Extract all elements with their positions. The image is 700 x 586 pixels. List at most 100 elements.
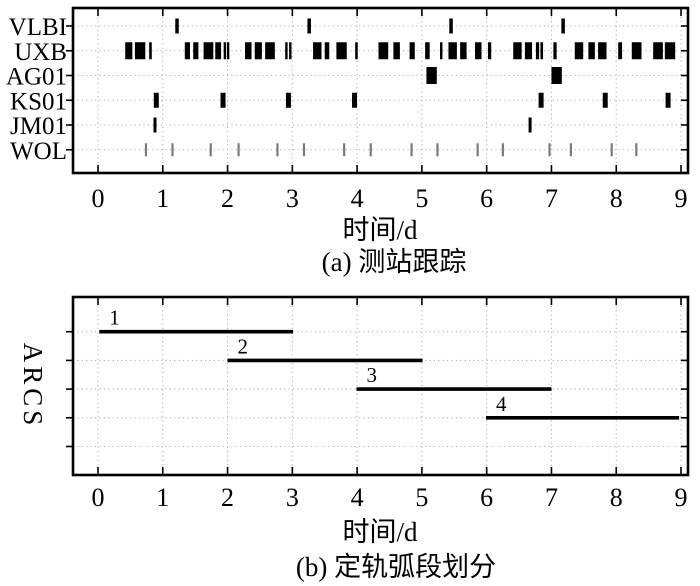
jm01-mark (528, 117, 532, 133)
uxb-mark (618, 42, 623, 60)
wol-mark (369, 143, 372, 157)
uxb-mark (574, 42, 584, 60)
wol-mark (635, 143, 638, 157)
xtick-label: 0 (92, 483, 105, 512)
uxb-mark (664, 42, 676, 60)
uxb-mark (265, 42, 275, 60)
uxb-mark (193, 42, 199, 60)
ks01-mark (285, 92, 291, 108)
panel-b-axes (66, 295, 690, 477)
uxb-mark (524, 42, 533, 60)
xtick-label: 3 (286, 184, 299, 213)
xtick-label: 1 (156, 483, 169, 512)
axes-box (71, 295, 690, 477)
panel-a-xlabel: 时间/d (342, 215, 418, 245)
uxb-mark (184, 42, 190, 60)
uxb-mark (378, 42, 389, 60)
xtick-label: 9 (675, 184, 688, 213)
vlbi-mark (175, 18, 179, 34)
xtick-label: 6 (480, 483, 493, 512)
uxb-mark (409, 42, 415, 60)
uxb-mark (440, 42, 443, 60)
uxb-mark (336, 42, 347, 60)
uxb-mark (460, 42, 467, 60)
wol-mark (569, 143, 572, 157)
panel-a-xtick-labels: 0 1 2 3 4 5 6 7 8 9 (92, 184, 688, 213)
uxb-mark (631, 42, 642, 60)
uxb-mark (598, 42, 607, 60)
uxb-mark (285, 42, 288, 60)
xtick-label: 6 (480, 184, 493, 213)
xtick-label: 7 (545, 483, 558, 512)
station-label-jm01: JM01 (10, 113, 67, 140)
uxb-mark (448, 42, 457, 60)
ks01-mark (602, 92, 608, 108)
wol-mark (548, 143, 551, 157)
xtick-label: 1 (156, 184, 169, 213)
arc-segment-label-3: 3 (366, 363, 377, 387)
uxb-mark (487, 42, 492, 60)
arc-segment-label-1: 1 (109, 306, 120, 330)
wol-mark (302, 143, 306, 157)
xtick-label: 5 (415, 483, 428, 512)
vlbi-mark (561, 18, 565, 34)
uxb-mark (313, 42, 322, 60)
ks01-mark (352, 92, 358, 108)
wol-mark (171, 143, 174, 157)
xtick-label: 2 (221, 184, 234, 213)
station-label-ks01: KS01 (10, 88, 67, 115)
uxb-mark (653, 42, 663, 60)
wol-mark (410, 143, 413, 157)
ks01-mark (538, 92, 544, 108)
uxb-mark (125, 42, 133, 60)
panel-b-xtick-labels: 0 1 2 3 4 5 6 7 8 9 (92, 483, 688, 512)
xtick-label: 3 (286, 483, 299, 512)
uxb-mark (203, 42, 214, 60)
wol-mark (144, 143, 148, 157)
ks01-mark (153, 92, 159, 108)
panel-b-xlabel: 时间/d (342, 517, 418, 547)
uxb-mark (588, 42, 595, 60)
xtick-label: 4 (351, 483, 364, 512)
panel-b-ylabel: ARCS (18, 343, 48, 430)
xtick-label: 2 (221, 483, 234, 512)
panel-b: 1 2 3 4 0 1 2 3 4 5 6 7 8 9 ARCS 时间/d (b) 定轨弧段划分 (18, 295, 690, 582)
uxb-mark (149, 42, 152, 60)
xtick-label: 8 (610, 483, 623, 512)
uxb-mark (540, 42, 544, 60)
uxb-mark (289, 42, 292, 60)
wol-mark (610, 143, 613, 157)
uxb-mark (355, 42, 358, 60)
panel-a-gridlines (73, 8, 688, 173)
uxb-mark (553, 42, 557, 60)
xtick-label: 0 (92, 184, 105, 213)
uxb-mark (535, 42, 540, 60)
wol-mark (343, 143, 346, 157)
wol-mark (501, 143, 504, 157)
panel-a-axes (66, 6, 690, 175)
wol-mark (209, 143, 212, 157)
ks01-mark (665, 92, 671, 108)
panel-b-arc-segments: 1 2 3 4 (99, 306, 680, 420)
uxb-mark (513, 42, 522, 60)
axes-box (71, 6, 690, 175)
uxb-mark (475, 42, 482, 60)
uxb-mark (223, 42, 227, 60)
uxb-mark (393, 42, 400, 60)
uxb-mark (425, 42, 430, 60)
wol-mark (476, 143, 479, 157)
arc-segment-label-2: 2 (238, 334, 249, 358)
ag01-mark (426, 67, 437, 84)
uxb-mark (254, 42, 262, 60)
vlbi-mark (307, 18, 311, 34)
vlbi-mark (449, 18, 453, 34)
uxb-mark (324, 42, 330, 60)
xtick-label: 7 (545, 184, 558, 213)
ks01-mark (220, 92, 226, 108)
xtick-label: 8 (610, 184, 623, 213)
station-label-wol: WOL (10, 138, 67, 165)
